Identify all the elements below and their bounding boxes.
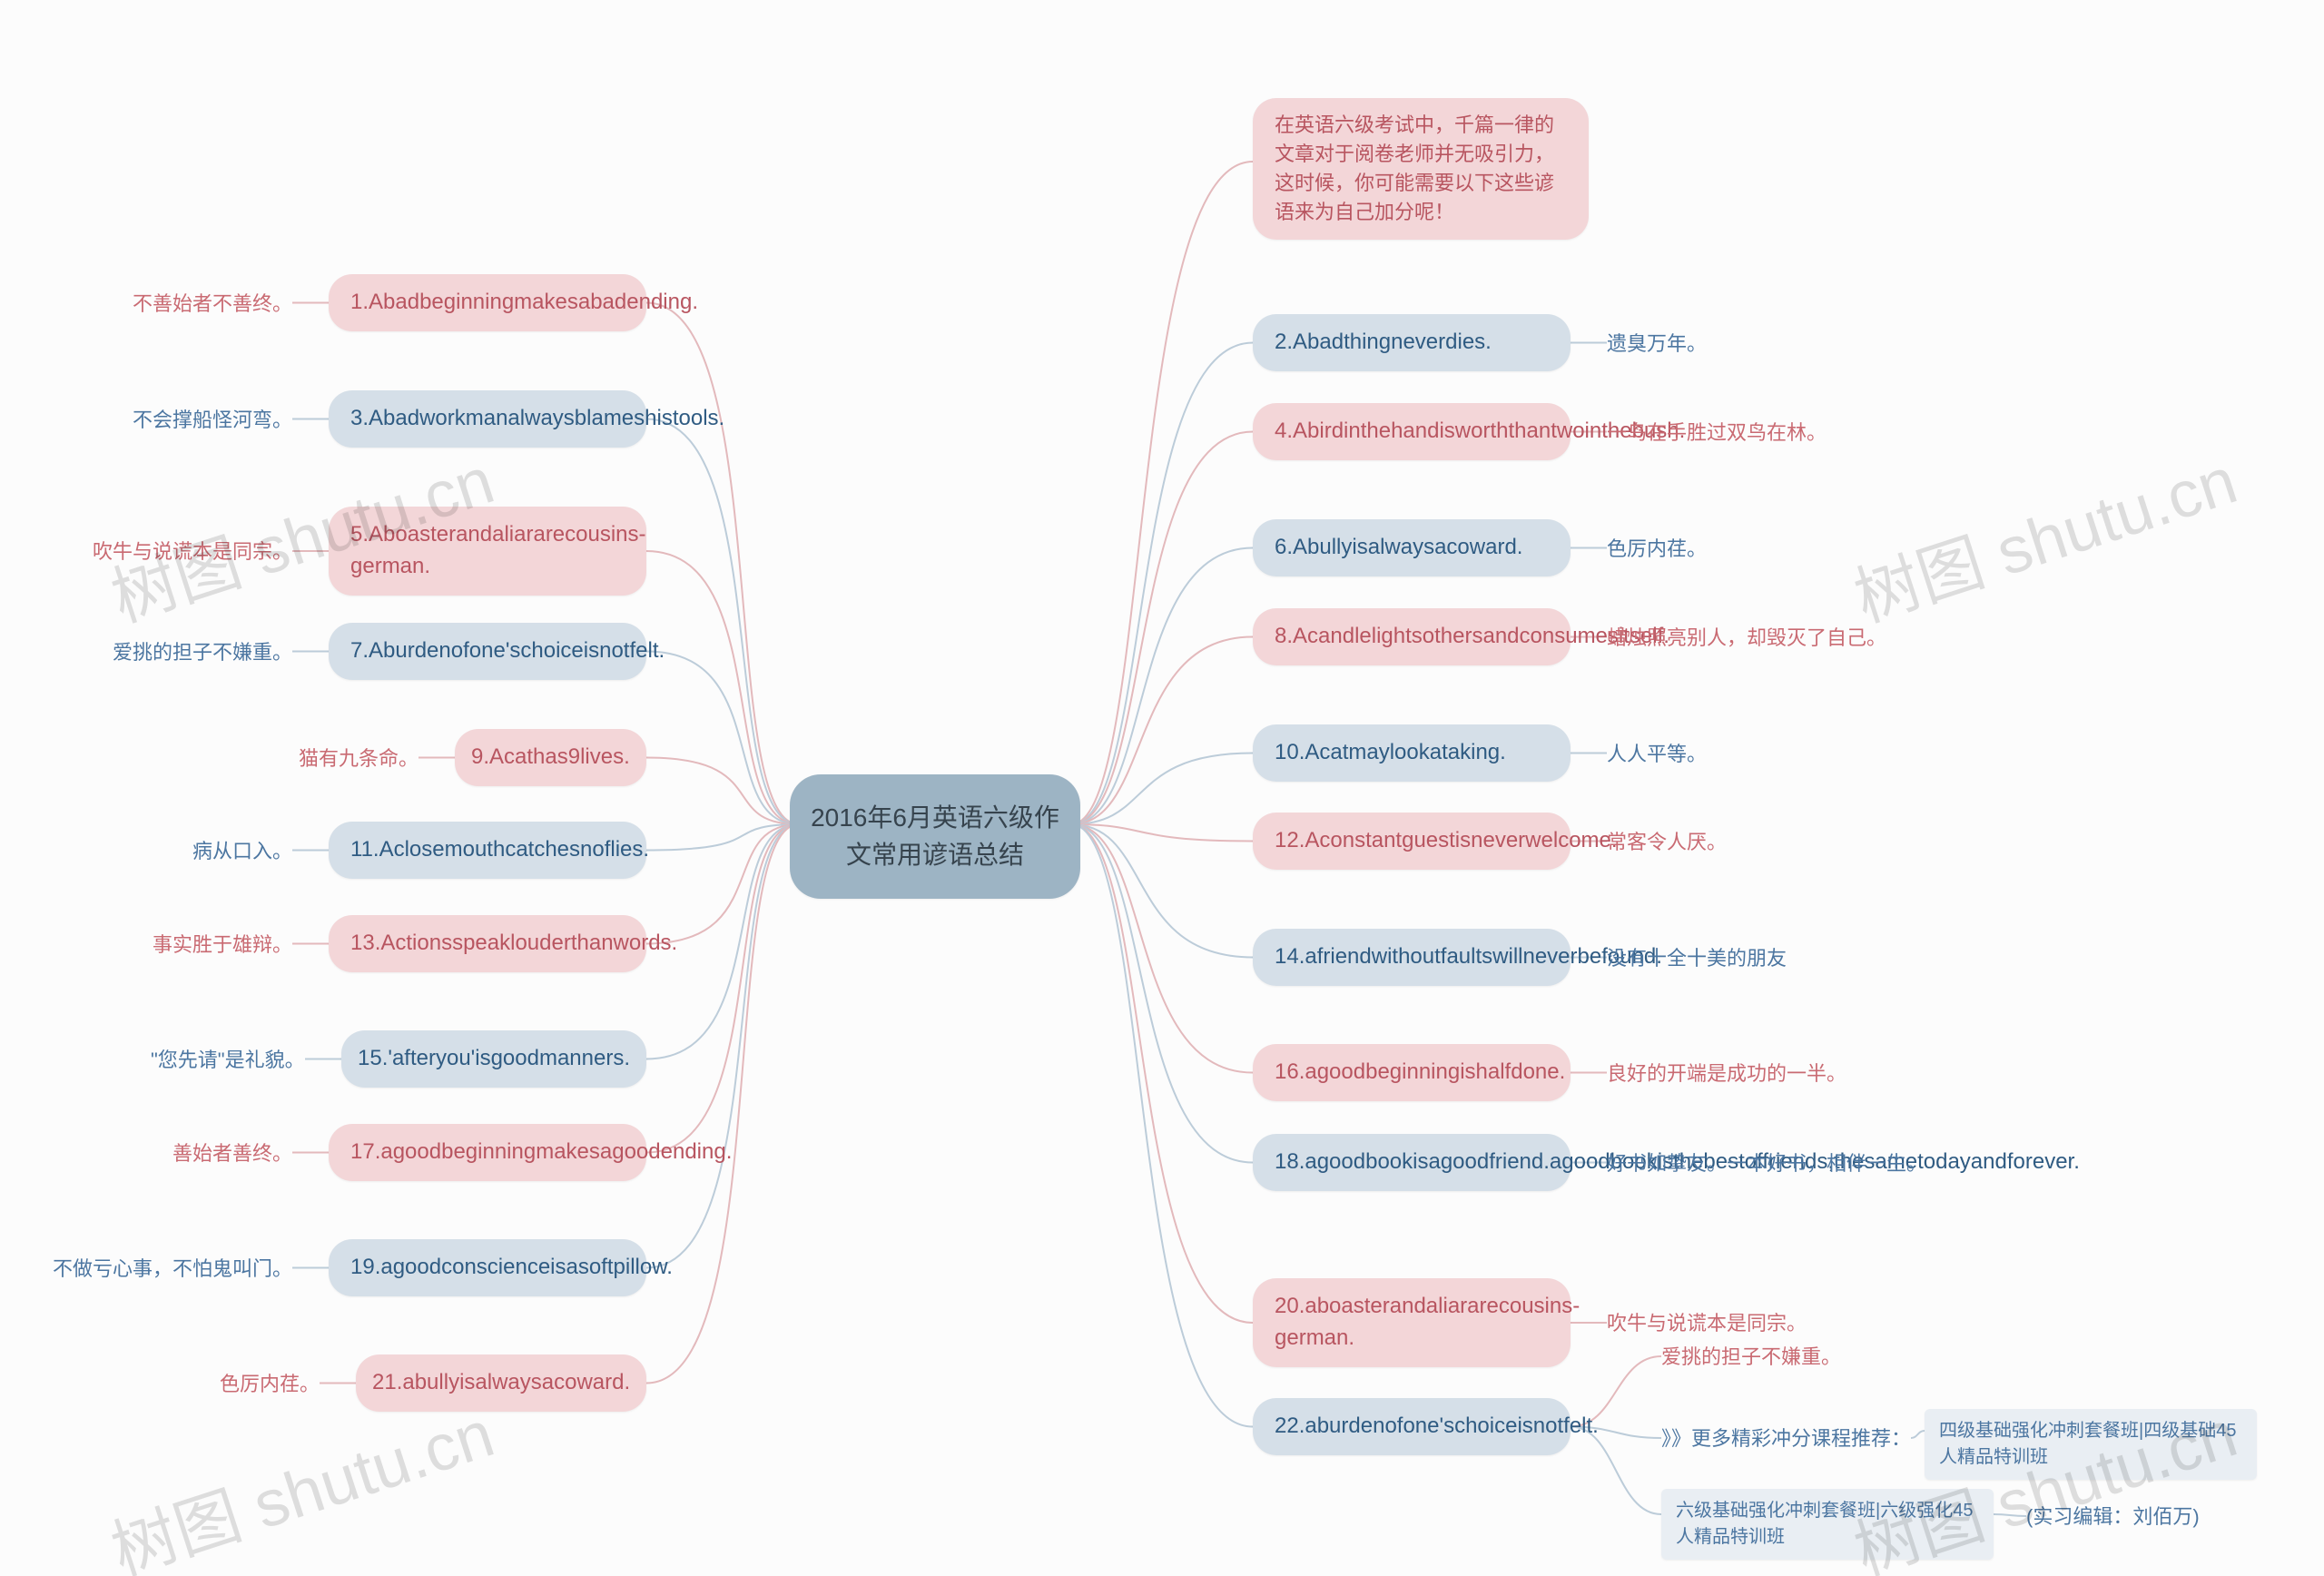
right-leaf-2: 一鸟在手胜过双鸟在林。 [1607, 419, 1827, 448]
intro-note: 在英语六级考试中，千篇一律的文章对于阅卷老师并无吸引力，这时候，你可能需要以下这… [1253, 98, 1589, 240]
connection-lines [0, 0, 2324, 1576]
left-node-4: 7.Aburdenofone'schoiceisnotfelt. [329, 623, 646, 680]
right-node-2: 4.Abirdinthehandisworththantwointhebush. [1253, 403, 1571, 460]
right-leaf-10: 吹牛与说谎本是同宗。 [1607, 1310, 1807, 1338]
right-leaf-7: 没有十全十美的朋友 [1607, 945, 1787, 973]
right-leaf-9: 好书如挚友。一本好书，相伴一生。 [1607, 1150, 1926, 1178]
left-node-2: 3.Abadworkmanalwaysblameshistools. [329, 390, 646, 448]
left-node-1: 1.Abadbeginningmakesabadending. [329, 274, 646, 331]
center-topic: 2016年6月英语六级作文常用谚语总结 [790, 774, 1080, 899]
left-node-3: 5.Aboasterandaliararecousins-german. [329, 507, 646, 596]
node22-child-3: 六级基础强化冲刺套餐班|六级强化45人精品特训班 [1661, 1489, 1994, 1560]
left-node-11: 21.abullyisalwaysacoward. [356, 1354, 646, 1412]
left-leaf-8: "您先请"是礼貌。 [151, 1047, 305, 1075]
node22-child-3-sub: (实习编辑：刘佰万) [2026, 1503, 2200, 1532]
left-node-6: 11.Aclosemouthcatchesnoflies. [329, 822, 646, 879]
right-node-5: 10.Acatmaylookataking. [1253, 724, 1571, 782]
right-leaf-3: 色厉内荏。 [1607, 536, 1707, 564]
left-leaf-7: 事实胜于雄辩。 [153, 931, 292, 960]
left-leaf-3: 吹牛与说谎本是同宗。 [93, 538, 292, 566]
mindmap-canvas: 2016年6月英语六级作文常用谚语总结 在英语六级考试中，千篇一律的文章对于阅卷老… [0, 0, 2324, 1576]
right-node-6: 12.Aconstantguestisneverwelcome. [1253, 813, 1571, 870]
left-leaf-2: 不会撑船怪河弯。 [133, 407, 292, 435]
left-node-8: 15.'afteryou'isgoodmanners. [341, 1030, 646, 1088]
left-leaf-5: 猫有九条命。 [299, 745, 419, 773]
watermark-2: 树图 shutu.cn [1841, 427, 2247, 640]
left-leaf-11: 色厉内荏。 [220, 1371, 320, 1399]
node22-child-2-sub: 四级基础强化冲刺套餐班|四级基础45人精品特训班 [1925, 1409, 2257, 1480]
right-leaf-5: 人人平等。 [1607, 741, 1707, 769]
right-leaf-6: 常客令人厌。 [1607, 829, 1727, 857]
node22-child-2: 》》更多精彩冲分课程推荐： [1661, 1425, 1911, 1453]
left-leaf-4: 爱挑的担子不嫌重。 [113, 639, 292, 667]
right-node-11: 22.aburdenofone'schoiceisnotfelt. [1253, 1398, 1571, 1455]
left-node-7: 13.Actionsspeaklouderthanwords. [329, 915, 646, 972]
right-leaf-8: 良好的开端是成功的一半。 [1607, 1060, 1846, 1088]
right-node-4: 8.Acandlelightsothersandconsumesitself. [1253, 608, 1571, 665]
right-leaf-4: 蜡烛照亮别人，却毁灭了自己。 [1607, 625, 1886, 653]
right-leaf-1: 遗臭万年。 [1607, 330, 1707, 359]
left-node-10: 19.agoodconscienceisasoftpillow. [329, 1239, 646, 1296]
right-node-3: 6.Abullyisalwaysacoward. [1253, 519, 1571, 576]
left-leaf-10: 不做亏心事，不怕鬼叫门。 [53, 1256, 292, 1284]
right-node-10: 20.aboasterandaliararecousins-german. [1253, 1278, 1571, 1367]
left-leaf-1: 不善始者不善终。 [133, 291, 292, 319]
left-leaf-9: 善始者善终。 [172, 1140, 292, 1168]
right-node-8: 16.agoodbeginningishalfdone. [1253, 1044, 1571, 1101]
left-leaf-6: 病从口入。 [192, 838, 292, 866]
node22-child-1: 爱挑的担子不嫌重。 [1661, 1344, 1841, 1372]
left-node-9: 17.agoodbeginningmakesagoodending. [329, 1124, 646, 1181]
left-node-5: 9.Acathas9lives. [455, 729, 646, 786]
right-node-9: 18.agoodbookisagoodfriend.agoodbookisthe… [1253, 1134, 1571, 1191]
right-node-1: 2.Abadthingneverdies. [1253, 314, 1571, 371]
right-node-7: 14.afriendwithoutfaultswillneverbefound. [1253, 929, 1571, 986]
